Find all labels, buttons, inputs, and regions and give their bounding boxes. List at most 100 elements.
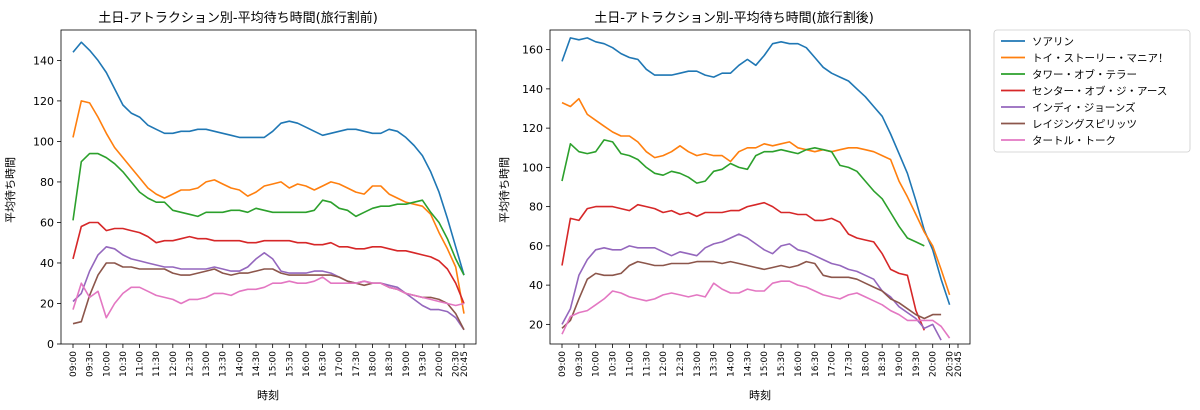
x-tick-label: 19:00 xyxy=(402,351,412,377)
x-axis-label: 時刻 xyxy=(749,388,771,402)
chart-title: 土日-アトラクション別-平均待ち時間(旅行割前) xyxy=(98,10,378,26)
x-tick-label: 20:45 xyxy=(954,351,964,377)
y-tick-label: 80 xyxy=(529,201,543,214)
legend-label: タワー・オブ・テラー xyxy=(1032,68,1137,81)
x-tick-label: 19:00 xyxy=(895,351,905,377)
y-tick-label: 20 xyxy=(529,318,543,331)
x-tick-label: 10:30 xyxy=(609,351,619,377)
plot-area-frame xyxy=(549,29,971,345)
x-tick-label: 16:30 xyxy=(319,351,329,377)
x-tick-label: 12:00 xyxy=(169,351,179,377)
y-axis-label: 平均待ち時間 xyxy=(497,157,511,223)
y-tick-label: 120 xyxy=(33,95,54,108)
series-line xyxy=(72,262,465,331)
x-tick-label: 20:45 xyxy=(460,351,470,377)
x-tick-label: 10:00 xyxy=(102,351,112,377)
series-line xyxy=(561,260,942,329)
x-tick-label: 14:00 xyxy=(235,351,245,377)
x-tick-label: 13:30 xyxy=(710,351,720,377)
x-tick-label: 18:00 xyxy=(861,351,871,377)
legend-label: レイジングスピリッツ xyxy=(1032,118,1137,131)
x-tick-label: 11:30 xyxy=(642,351,652,377)
y-tick-label: 20 xyxy=(40,297,54,310)
y-tick-label: 60 xyxy=(40,216,54,229)
y-tick-label: 140 xyxy=(522,83,543,96)
series-line xyxy=(561,97,951,296)
x-tick-label: 18:30 xyxy=(385,351,395,377)
x-tick-label: 18:30 xyxy=(878,351,888,377)
legend-label: センター・オブ・ジ・アース xyxy=(1032,85,1167,98)
y-tick-label: 160 xyxy=(522,44,543,57)
chart-panel-before: 土日-アトラクション別-平均待ち時間(旅行割前) 平均待ち時間 時刻 0 20 40… xyxy=(3,10,477,402)
x-tick-label: 16:30 xyxy=(811,351,821,377)
y-tick-label: 120 xyxy=(522,122,543,135)
y-tick-label: 140 xyxy=(33,54,54,67)
x-tick-label: 12:00 xyxy=(659,351,669,377)
y-tick-label: 100 xyxy=(522,161,543,174)
y-tick-label: 60 xyxy=(529,240,543,253)
x-tick-label: 15:30 xyxy=(777,351,787,377)
series-line xyxy=(561,37,951,306)
x-tick-label: 11:30 xyxy=(152,351,162,377)
x-tick-label: 10:00 xyxy=(592,351,602,377)
y-tick-label: 40 xyxy=(529,279,543,292)
legend-label: タートル・トーク xyxy=(1032,135,1116,147)
plot-area-frame xyxy=(60,29,477,345)
x-tick-label: 12:30 xyxy=(186,351,196,377)
x-tick-label: 20:30 xyxy=(946,351,956,377)
legend-box xyxy=(993,29,1191,153)
series-line xyxy=(561,201,926,331)
series-line xyxy=(561,233,942,341)
legend-label: インディ・ジョーンズ xyxy=(1032,101,1136,114)
x-tick-label: 12:30 xyxy=(676,351,686,377)
x-tick-label: 09:00 xyxy=(558,351,568,377)
x-tick-label: 15:00 xyxy=(269,351,279,377)
chart-panel-after: 土日-アトラクション別-平均待ち時間(旅行割後) 平均待ち時間 時刻 20 40 6… xyxy=(497,10,971,402)
x-tick-label: 20:30 xyxy=(452,351,462,377)
x-tick-label: 19:30 xyxy=(418,351,428,377)
series-line xyxy=(72,276,465,319)
y-tick-label: 80 xyxy=(40,176,54,189)
x-tick-label: 14:30 xyxy=(743,351,753,377)
x-tick-label: 15:00 xyxy=(760,351,770,377)
x-tick-label: 20:00 xyxy=(929,351,939,377)
legend-label: ソアリン xyxy=(1032,36,1074,48)
x-tick-label: 16:00 xyxy=(302,351,312,377)
x-tick-label: 19:30 xyxy=(912,351,922,377)
x-tick-label: 10:30 xyxy=(119,351,129,377)
x-tick-label: 09:00 xyxy=(69,351,79,377)
x-tick-label: 20:00 xyxy=(435,351,445,377)
x-tick-label: 14:00 xyxy=(727,351,737,377)
x-tick-label: 13:00 xyxy=(202,351,212,377)
x-tick-label: 13:00 xyxy=(693,351,703,377)
x-tick-label: 17:30 xyxy=(845,351,855,377)
y-tick-label: 40 xyxy=(40,257,54,270)
x-tick-label: 15:30 xyxy=(285,351,295,377)
x-tick-label: 17:30 xyxy=(352,351,362,377)
series-line xyxy=(561,280,951,339)
y-tick-label: 0 xyxy=(47,338,54,351)
series-line xyxy=(72,221,465,304)
y-tick-label: 100 xyxy=(33,135,54,148)
x-tick-label: 09:30 xyxy=(86,351,96,377)
x-tick-label: 11:00 xyxy=(136,351,146,377)
series-line xyxy=(72,246,465,331)
series-line xyxy=(561,139,925,247)
x-tick-label: 18:00 xyxy=(369,351,379,377)
x-tick-label: 11:00 xyxy=(625,351,635,377)
legend-label: トイ・ストーリー・マニア！ xyxy=(1032,53,1169,65)
x-tick-label: 14:30 xyxy=(252,351,262,377)
series-line xyxy=(72,152,465,276)
x-tick-label: 09:30 xyxy=(575,351,585,377)
y-axis-label: 平均待ち時間 xyxy=(3,157,17,223)
x-tick-label: 17:00 xyxy=(335,351,345,377)
x-tick-label: 17:00 xyxy=(828,351,838,377)
x-tick-label: 16:00 xyxy=(794,351,804,377)
x-tick-label: 13:30 xyxy=(219,351,229,377)
series-line xyxy=(72,100,465,314)
series-line xyxy=(72,41,465,276)
x-axis-label: 時刻 xyxy=(257,388,279,402)
chart-title: 土日-アトラクション別-平均待ち時間(旅行割後) xyxy=(594,10,874,26)
